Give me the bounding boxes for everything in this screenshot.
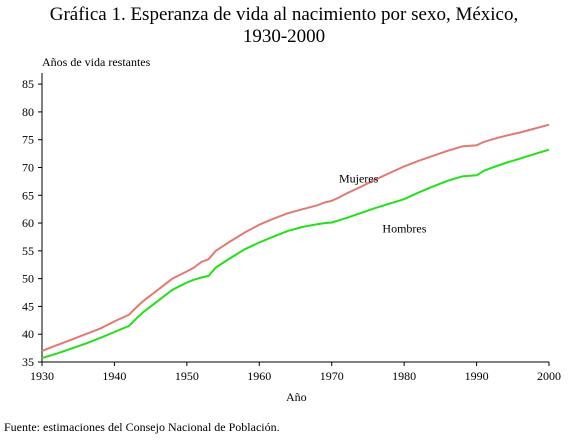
y-tick-label: 65 <box>22 188 34 202</box>
y-tick-label: 75 <box>22 133 34 147</box>
x-tick-label: 1960 <box>247 369 271 383</box>
series-line-mujeres <box>41 123 550 352</box>
y-tick-label: 85 <box>22 77 34 91</box>
source-note: Fuente: estimaciones del Consejo Naciona… <box>4 420 280 434</box>
y-tick-label: 55 <box>22 244 34 258</box>
series-annotation: Mujeres <box>339 172 379 186</box>
series-annotation: Hombres <box>382 222 426 236</box>
chart-axes: 35 40 45 50 55 60 65 70 75 80 85 1930 1940 1950 1960 19… <box>22 73 561 383</box>
x-tick-label: 1990 <box>465 369 489 383</box>
y-tick-label: 45 <box>22 299 34 313</box>
chart-annotations: Mujeres Hombres <box>339 172 427 236</box>
x-tick-label: 1950 <box>175 369 199 383</box>
y-tick-label: 40 <box>22 327 34 341</box>
chart-title: Gráfica 1. Esperanza de vida al nacimien… <box>0 4 568 48</box>
chart-title-line-1: Gráfica 1. Esperanza de vida al nacimien… <box>49 4 519 25</box>
y-tick-label: 60 <box>22 216 34 230</box>
x-tick-label: 2000 <box>537 369 561 383</box>
y-tick-label: 70 <box>22 160 34 174</box>
x-tick-label: 1980 <box>392 369 416 383</box>
x-tick-label: 1970 <box>320 369 344 383</box>
series-line-hombres <box>41 148 550 360</box>
y-tick-label: 35 <box>22 355 34 369</box>
chart-series <box>41 123 550 360</box>
y-axis-label: Años de vida restantes <box>42 55 151 69</box>
x-tick-label: 1940 <box>102 369 126 383</box>
x-tick-label: 1930 <box>30 369 54 383</box>
chart-title-line-2: 1930-2000 <box>242 26 326 47</box>
y-tick-label: 80 <box>22 105 34 119</box>
y-tick-label: 50 <box>22 272 34 286</box>
x-axis-label: Año <box>286 390 307 404</box>
